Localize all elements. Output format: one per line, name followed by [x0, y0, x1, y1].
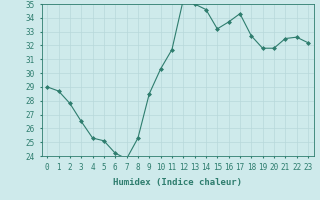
X-axis label: Humidex (Indice chaleur): Humidex (Indice chaleur) [113, 178, 242, 186]
